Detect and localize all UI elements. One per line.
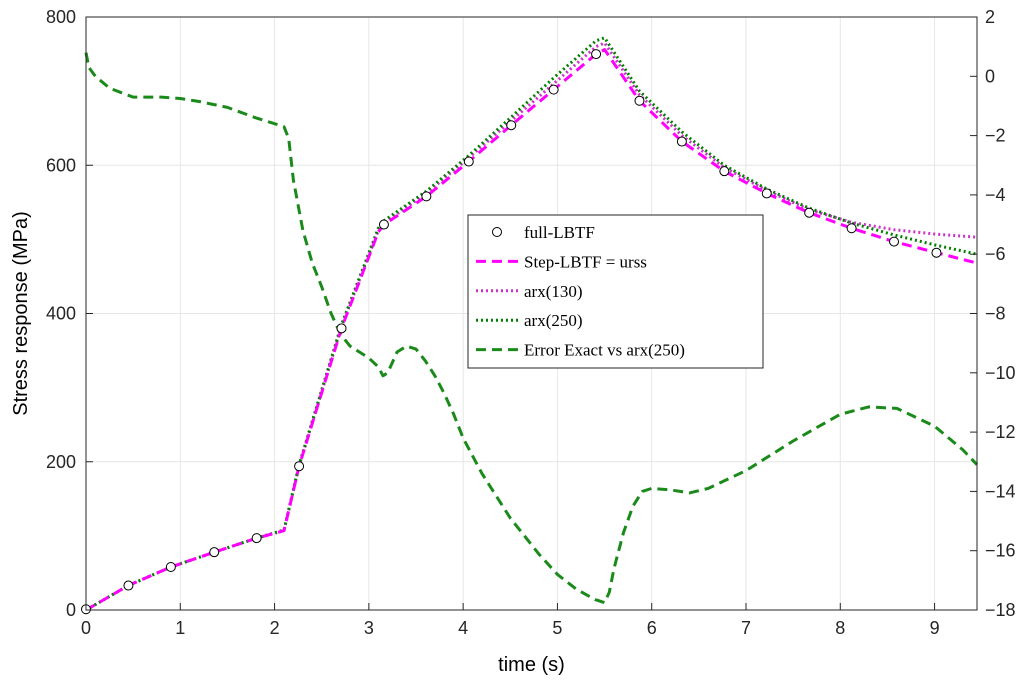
- legend-label: Step-LBTF = urss: [524, 252, 647, 271]
- y2-tick-label: −16: [985, 541, 1016, 561]
- legend-label: arx(130): [524, 282, 583, 301]
- data-point: [762, 189, 771, 198]
- y2-tick-label: 0: [985, 66, 995, 86]
- y2-tick-label: −4: [985, 185, 1006, 205]
- y2-tick-label: 2: [985, 7, 995, 27]
- data-point: [337, 324, 346, 333]
- x-tick-label: 8: [835, 618, 845, 638]
- data-point: [549, 85, 558, 94]
- data-point: [252, 534, 261, 543]
- x-tick-label: 6: [647, 618, 657, 638]
- x-tick-label: 3: [364, 618, 374, 638]
- x-tick-label: 7: [741, 618, 751, 638]
- y2-tick-label: −6: [985, 244, 1006, 264]
- data-point: [507, 121, 516, 130]
- x-tick-label: 5: [552, 618, 562, 638]
- data-point: [677, 137, 686, 146]
- data-point: [166, 563, 175, 572]
- data-point: [890, 237, 899, 246]
- legend-label: full-LBTF: [524, 223, 595, 242]
- data-point: [932, 248, 941, 257]
- y2-tick-label: −14: [985, 481, 1016, 501]
- y2-tick-label: −18: [985, 600, 1016, 620]
- legend-label: Error Exact vs arx(250): [524, 341, 685, 360]
- x-tick-label: 1: [175, 618, 185, 638]
- data-point: [592, 50, 601, 59]
- y-tick-label: 800: [46, 7, 76, 27]
- legend: full-LBTF Step-LBTF = urss arx(130) arx(250…: [468, 215, 763, 368]
- data-point: [464, 157, 473, 166]
- data-point: [720, 167, 729, 176]
- y2-tick-label: −10: [985, 363, 1016, 383]
- data-point: [210, 548, 219, 557]
- x-tick-label: 4: [458, 618, 468, 638]
- data-point: [124, 581, 133, 590]
- y-tick-label: 200: [46, 452, 76, 472]
- y-axis-label: Stress response (MPa): [10, 211, 32, 416]
- y-tick-label: 600: [46, 155, 76, 175]
- y2-tick-label: −12: [985, 422, 1016, 442]
- legend-label: arx(250): [524, 311, 583, 330]
- data-point: [847, 224, 856, 233]
- x-tick-label: 2: [270, 618, 280, 638]
- data-point: [805, 208, 814, 217]
- y2-tick-label: −2: [985, 126, 1006, 146]
- legend-marker: [493, 228, 502, 237]
- data-point: [422, 192, 431, 201]
- data-point: [635, 96, 644, 105]
- x-tick-label: 0: [81, 618, 91, 638]
- x-tick-label: 9: [930, 618, 940, 638]
- y-tick-label: 400: [46, 304, 76, 324]
- x-axis-label: time (s): [498, 654, 565, 676]
- data-point: [379, 220, 388, 229]
- y-tick-label: 0: [66, 600, 76, 620]
- data-point: [295, 462, 304, 471]
- y2-tick-label: −8: [985, 304, 1006, 324]
